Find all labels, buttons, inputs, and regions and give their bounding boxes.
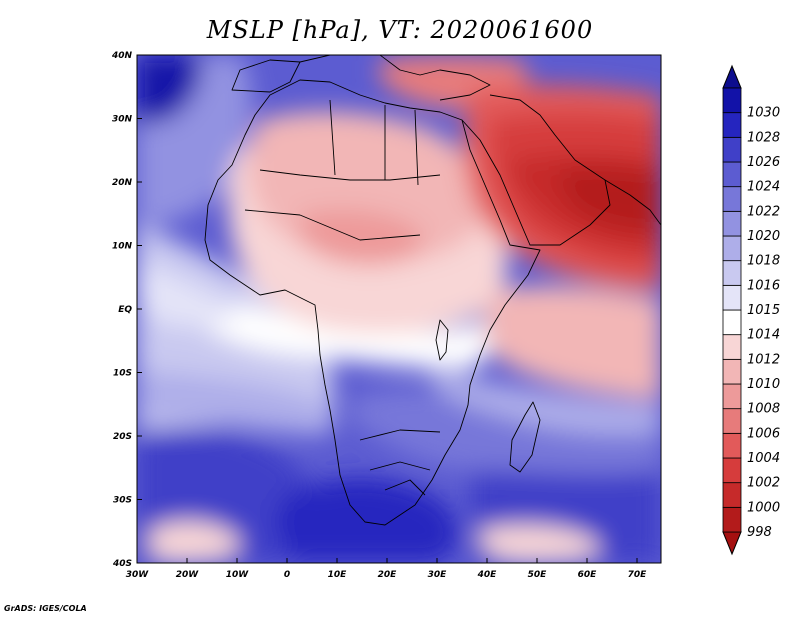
colorbar-level-label: 1008 [747,402,780,417]
lon-label: 50E [528,570,548,580]
colorbar-swatch [722,284,742,311]
colorbar-high-arrow [722,64,742,89]
lat-label: 20S [113,432,132,442]
lon-label: 70E [628,570,648,580]
high-pressure-azores-core [137,55,201,125]
colorbar-level-label: 1030 [747,106,780,121]
colorbar-level-label: 1026 [747,155,780,170]
latitude-axis: 40N 30N 20N 10N EQ 10S 20S 30S 40S [111,51,142,569]
africa-coastline [204,79,541,526]
colorbar-swatch [722,260,742,286]
lon-label: 60E [578,570,598,580]
lat-label: 10N [112,242,133,252]
north-africa-borders [244,99,441,241]
lat-label: 10S [113,369,132,379]
colorbar-level-label: 1028 [747,130,780,145]
asia-coastline [604,179,661,226]
colorbar-level-label: 1016 [747,278,780,293]
colorbar-swatch [722,210,742,237]
colorbar-swatch [722,358,742,385]
colorbar-swatch [722,136,742,163]
colorbar-swatch [722,235,742,262]
lon-label: 30W [126,570,150,580]
colorbar-level-label: 1012 [747,352,780,367]
colorbar-level-label: 1024 [747,180,780,195]
lat-label: 30N [112,115,133,125]
lat-label: EQ [118,305,132,315]
colorbar-level-label: 1014 [747,328,780,343]
colorbar-level-label: 1006 [747,426,780,441]
sahel-low [300,210,423,265]
europe-coastline [299,55,491,101]
colorbar-level-label: 1004 [747,451,780,466]
lon-label: 20E [378,570,398,580]
grads-credit: GrADS: IGES/COLA [4,604,87,613]
lon-label: 40E [477,570,498,580]
colorbar-level-label: 1015 [747,303,780,318]
neutral-band-indian-ocean [430,370,661,435]
madagascar-coastline [509,401,541,473]
subtropical-atlantic-band [137,370,335,435]
colorbar-level-label: 1020 [747,229,780,244]
lon-label: 30E [428,570,448,580]
colorbar-swatch [722,457,742,484]
colorbar-swatch [722,161,742,188]
colorbar-swatch [722,383,742,410]
colorbar-swatch [722,186,742,212]
colorbar-level-label: 1022 [747,204,780,219]
lon-label: 10W [226,570,250,580]
arabian-peninsula-coastline [461,94,611,246]
lat-label: 30S [113,496,132,506]
colorbar-swatch [722,112,742,138]
colorbar-level-label: 1018 [747,254,780,269]
lon-label: 10E [328,570,348,580]
pressure-field [137,55,661,563]
longitude-axis: 30W 20W 10W 0 10E 20E 30E 40E 50E 60E 70E [126,558,647,580]
colorbar-level-label: 998 [747,525,772,540]
tropical-atlantic-neutral [137,260,240,327]
lon-label: 0 [284,570,290,580]
colorbar-level-label: 1002 [747,476,780,491]
high-pressure-southern-africa [276,477,459,563]
great-lakes-outline [435,319,449,361]
sw-atlantic-low-pocket [148,521,240,563]
sw-indian-low-pocket [479,525,600,563]
colorbar-swatch [722,87,742,114]
colorbar-swatch [722,334,742,360]
east-africa-low [485,285,661,400]
colorbar-swatch [722,408,742,434]
lat-label: 20N [112,178,133,188]
southern-africa-borders [359,429,441,496]
lat-label: 40N [111,51,133,61]
colorbar-swatch [722,309,742,336]
lon-label: 20W [176,570,200,580]
map-title: MSLP [hPa], VT: 2020061600 [206,16,594,44]
coastlines [204,55,661,526]
colorbar-level-label: 1010 [747,377,780,392]
colorbar-swatch [722,432,742,459]
colorbar-swatch [722,506,742,533]
high-pressure-ridge-se-africa [350,389,661,475]
colorbar-swatch [722,482,742,508]
lat-label: 40S [112,559,132,569]
deep-low-core [559,167,661,231]
colorbar-level-label: 1000 [747,500,780,515]
colorbar-low-arrow [722,531,742,556]
pressure-colorbar: 998 1000 1002 1004 1006 1008 1010 1012 1014 1015 1… [722,64,780,556]
